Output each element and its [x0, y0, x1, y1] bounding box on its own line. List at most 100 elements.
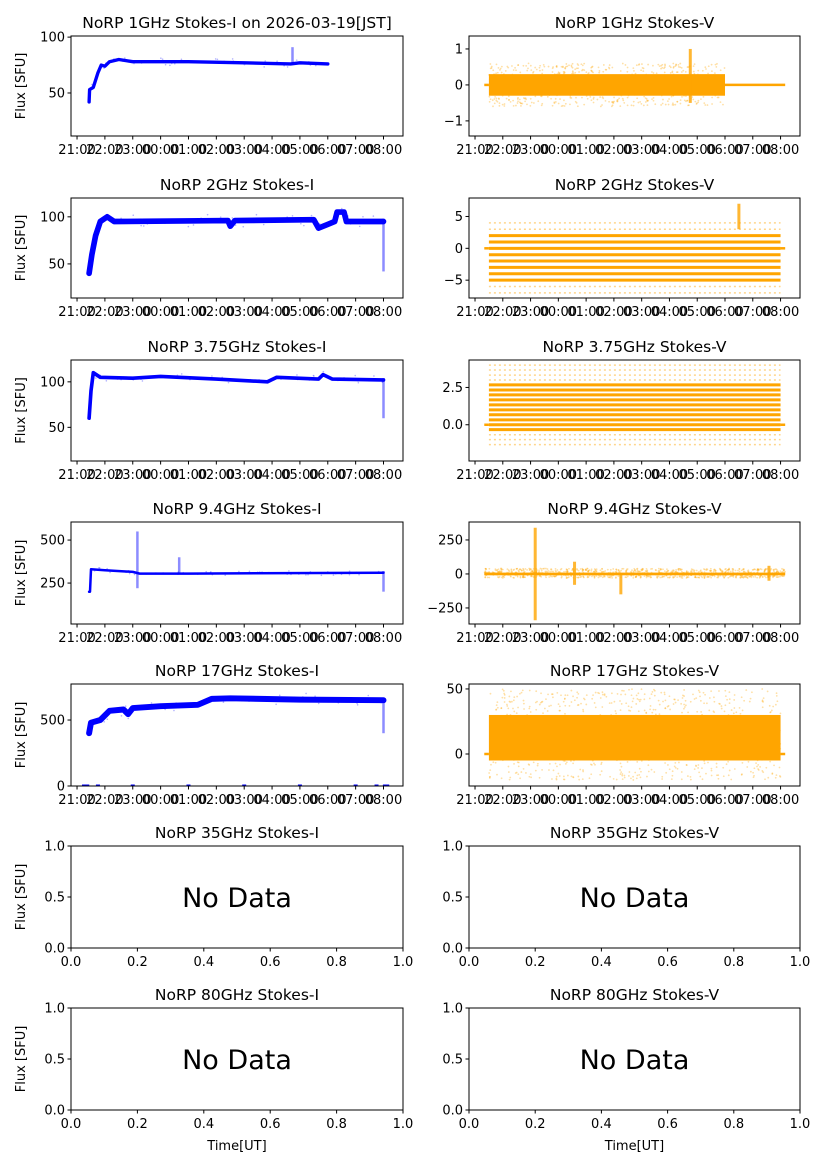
data-point [707, 576, 710, 579]
data-point [703, 762, 706, 765]
x-tick-label: 00:00 [142, 468, 179, 483]
data-point [771, 772, 774, 775]
data-point [718, 690, 720, 692]
x-tick-label: 0.0 [459, 1117, 480, 1132]
data-point [512, 69, 515, 71]
data-point [500, 576, 503, 579]
data-point [639, 576, 642, 579]
data-point [710, 767, 713, 770]
data-point [310, 214, 313, 217]
x-tick-label: 03:00 [225, 305, 262, 320]
data-point [756, 568, 759, 571]
data-point [650, 568, 652, 570]
data-point [91, 83, 93, 86]
data-point [783, 569, 785, 572]
data-point [551, 778, 553, 780]
data-point [681, 577, 684, 579]
data-point [582, 569, 585, 571]
data-point [141, 380, 144, 382]
x-tick-label: 23:00 [114, 631, 151, 646]
data-point [665, 771, 668, 774]
y-axis-label: Flux [SFU] [14, 53, 29, 120]
data-point [643, 709, 646, 712]
x-tick-label: 21:00 [456, 305, 493, 320]
data-point [715, 762, 718, 765]
x-tick-label: 22:00 [86, 793, 123, 808]
data-point [530, 575, 533, 577]
x-tick-label: 02:00 [198, 468, 235, 483]
data-point [495, 72, 498, 75]
data-point [704, 568, 706, 571]
data-point [581, 69, 583, 72]
data-point [634, 568, 636, 571]
data-point [522, 569, 525, 572]
data-point [701, 767, 703, 770]
data-point [667, 569, 670, 572]
data-point [572, 695, 574, 698]
y-tick-label: 0 [455, 747, 463, 762]
data-point [500, 777, 503, 780]
data-point [541, 72, 544, 75]
y-axis-label: Flux [SFU] [14, 215, 29, 282]
data-point [705, 702, 708, 705]
data-point [739, 574, 742, 577]
x-tick-label: 0.4 [193, 955, 214, 970]
data-point [638, 700, 641, 703]
data-point [356, 704, 359, 706]
data-point [510, 690, 512, 693]
y-axis-label: Flux [SFU] [14, 864, 29, 931]
data-point [632, 775, 634, 778]
x-tick-label: 0.6 [260, 955, 281, 970]
data-point [540, 95, 543, 98]
x-tick-label: 21:00 [58, 793, 95, 808]
data-point [619, 709, 622, 712]
data-point [705, 68, 707, 70]
data-point [680, 576, 683, 579]
data-point [660, 568, 662, 571]
no-data-label: No Data [182, 1045, 292, 1076]
data-point [666, 570, 669, 572]
data-point [677, 63, 680, 66]
data-point [635, 576, 637, 579]
data-point [581, 778, 584, 781]
y-tick-label: 0.0 [442, 942, 463, 957]
data-point [619, 773, 622, 775]
data-point [776, 570, 779, 573]
data-point [707, 575, 710, 578]
data-point [520, 102, 522, 105]
data-point [724, 695, 727, 697]
data-point [599, 105, 602, 108]
data-point [697, 767, 700, 769]
x-tick-label: 05:00 [678, 793, 715, 808]
data-point [299, 696, 302, 699]
data-point [231, 217, 234, 219]
x-tick-label: 03:00 [623, 631, 660, 646]
data-point [642, 70, 645, 73]
data-point [693, 768, 696, 771]
x-tick-label: 02:00 [595, 468, 632, 483]
data-point [710, 769, 713, 772]
data-point [510, 570, 513, 573]
panel-title: NoRP 80GHz Stokes-V [550, 986, 720, 1004]
data-point [593, 568, 596, 570]
data-point [566, 694, 569, 697]
data-point [519, 102, 522, 105]
data-point [309, 64, 312, 66]
data-point [516, 567, 519, 570]
data-point [540, 701, 543, 703]
data-point [593, 762, 595, 765]
data-point [525, 772, 527, 774]
data-point [723, 576, 726, 579]
plot-area [484, 688, 786, 781]
data-point [535, 690, 538, 693]
data-point [602, 97, 605, 100]
data-point [512, 104, 515, 107]
data-point [326, 375, 329, 378]
data-point [595, 570, 598, 573]
x-tick-label: 23:00 [512, 793, 549, 808]
data-point [529, 64, 532, 67]
x-tick-label: 08:00 [762, 143, 799, 158]
data-point [698, 576, 701, 579]
data-point [689, 700, 692, 703]
data-point [501, 688, 504, 691]
